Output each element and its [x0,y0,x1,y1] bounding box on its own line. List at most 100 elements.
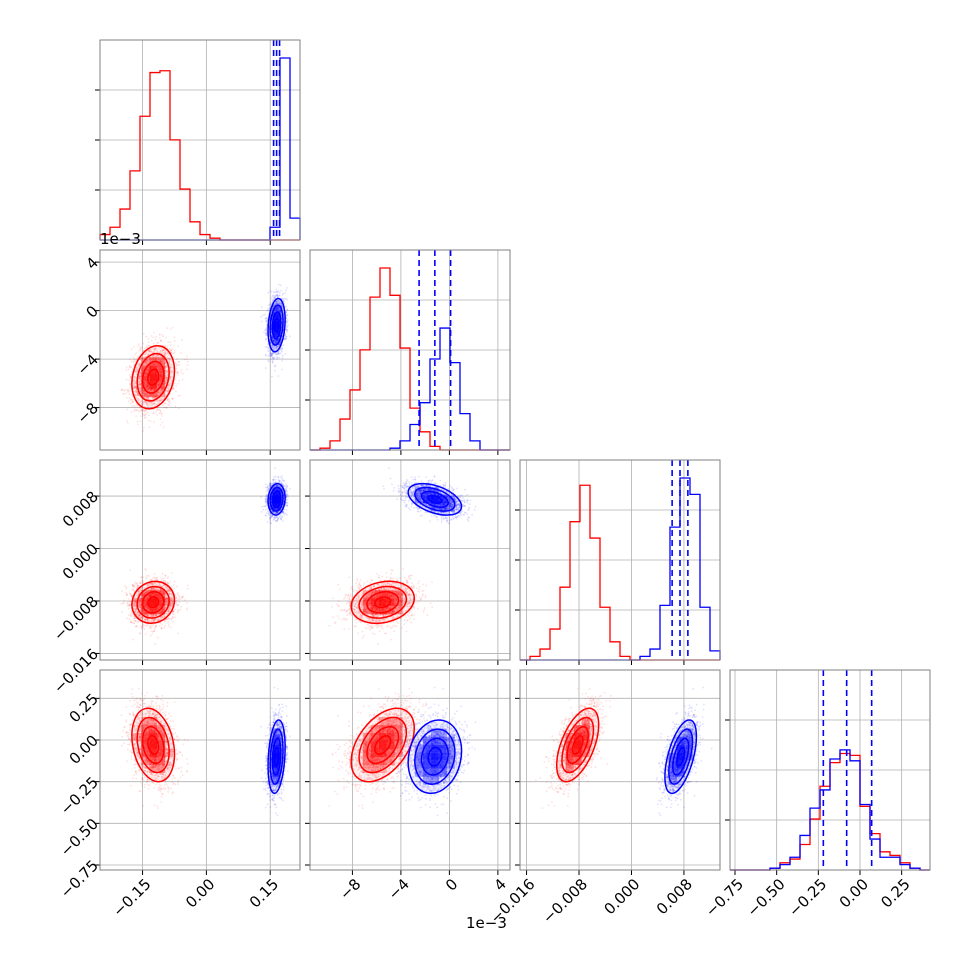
sample-point [144,412,147,415]
sample-point [269,358,272,361]
sample-point [153,628,156,631]
sample-point [135,403,138,406]
sample-point [137,345,139,347]
sample-point [146,393,149,395]
sample-point [136,394,139,396]
sample-point [169,377,172,380]
sample-point [152,342,155,345]
sample-point [169,384,171,387]
sample-point [134,405,137,408]
sample-point [156,350,159,353]
sample-point [147,338,150,340]
sample-point [145,361,148,364]
sample-point [133,359,136,362]
sample-point [159,357,162,360]
sample-point [133,382,136,385]
sample-point [149,634,152,637]
sample-point [145,346,148,349]
sample-point [153,351,155,353]
sample-point [160,339,162,342]
sample-point [160,340,163,343]
sample-point [148,426,151,428]
sample-point [133,386,136,389]
sample-point [175,372,178,375]
sample-point [148,414,151,417]
sample-point [178,379,181,382]
sample-point [137,398,139,400]
sample-point [126,593,129,596]
sample-point [166,351,169,354]
sample-point [153,331,156,334]
sample-point [140,410,143,413]
sample-point [143,410,146,413]
sample-point [164,391,167,393]
sample-point [159,418,162,421]
sample-point [141,357,144,360]
sample-point [130,399,132,402]
sample-point [159,391,162,394]
sample-point [139,420,142,423]
sample-point [269,290,271,292]
sample-point [154,348,157,350]
sample-point [126,389,129,392]
sample-point [160,412,162,415]
sample-point [177,345,180,347]
sample-point [165,406,168,409]
sample-point [146,344,148,347]
sample-point [169,328,172,331]
sample-point [285,305,288,308]
sample-point [164,354,166,356]
sample-point [186,355,188,358]
sample-point [133,376,136,378]
sample-point [161,389,164,392]
sample-point [265,338,268,341]
sample-point [127,389,130,392]
sample-point [274,370,276,372]
sample-point [150,401,153,404]
sample-point [144,355,147,358]
sample-point [158,356,161,358]
sample-point [164,345,167,347]
sample-point [129,358,132,361]
sample-point [260,320,263,323]
sample-point [159,424,162,426]
sample-point [125,588,128,590]
sample-point [160,360,162,363]
sample-point [140,359,143,362]
sample-point [264,367,267,369]
sample-point [156,394,159,397]
sample-point [152,351,155,354]
sample-point [146,359,149,362]
sample-point [165,371,168,374]
sample-point [279,284,282,287]
sample-point [148,345,150,347]
sample-point [129,376,132,378]
sample-point [144,633,147,635]
sample-point [162,404,165,406]
sample-point [271,375,273,378]
sample-point [131,405,134,408]
sample-point [129,402,132,405]
sample-point [282,299,285,302]
sample-point [135,387,138,389]
scatter-panel-2-0 [95,459,301,665]
sample-point [142,426,145,429]
sample-point [126,420,128,422]
sample-point [133,387,136,389]
sample-point [141,404,144,407]
sample-point [271,352,274,355]
sample-point [170,366,173,369]
sample-point [137,392,139,395]
sample-point [144,416,146,419]
sample-point [278,356,281,359]
sample-point [154,338,157,341]
sample-point [136,391,139,394]
sample-point [168,348,171,351]
sample-point [159,333,161,336]
sample-point [135,390,138,393]
sample-point [138,376,141,378]
sample-point [133,387,136,390]
sample-point [128,374,131,376]
sample-point [160,399,163,402]
